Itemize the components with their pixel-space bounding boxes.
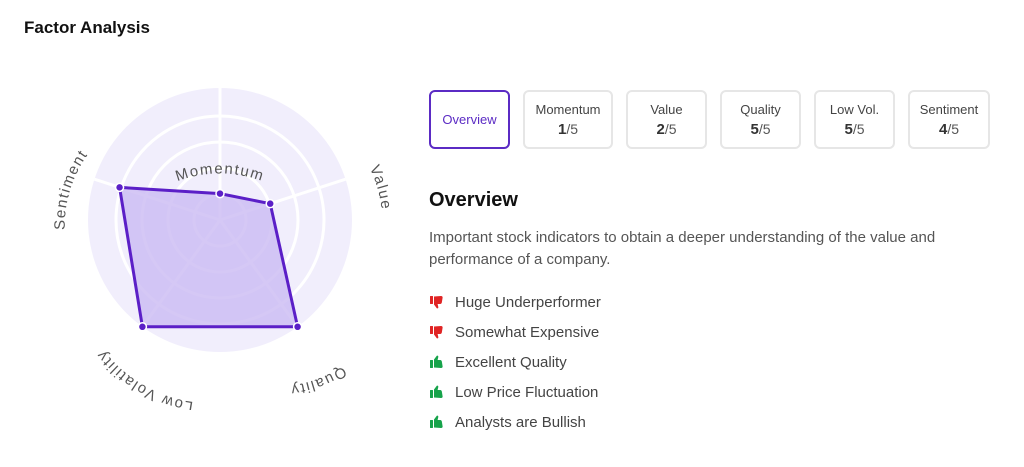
radar-score-area bbox=[118, 185, 300, 329]
tab-label: Low Vol. bbox=[829, 101, 880, 117]
thumbs-up-icon bbox=[430, 385, 443, 398]
tab-momentum[interactable]: Momentum 1/5 bbox=[523, 90, 613, 149]
svg-text:Low Volatility: Low Volatility bbox=[93, 346, 195, 410]
factor-tabs: Overview Momentum 1/5 Value 2/5 Quality … bbox=[429, 90, 990, 149]
tab-value[interactable]: Value 2/5 bbox=[626, 90, 707, 149]
list-item: Huge Underperformer bbox=[429, 287, 601, 317]
svg-text:Value: Value bbox=[366, 162, 395, 211]
svg-text:Sentiment: Sentiment bbox=[52, 146, 92, 230]
section-description: Important stock indicators to obtain a d… bbox=[429, 229, 936, 268]
tab-label: Momentum bbox=[535, 101, 601, 117]
tab-sentiment[interactable]: Sentiment 4/5 bbox=[908, 90, 990, 149]
thumbs-up-icon bbox=[430, 355, 443, 368]
list-item-text: Low Price Fluctuation bbox=[455, 383, 599, 401]
list-item: Excellent Quality bbox=[429, 347, 601, 377]
factor-radar-chart: Momentum Value Sentiment Quality Low Vol… bbox=[52, 88, 395, 410]
tab-score: 1/5 bbox=[557, 120, 579, 138]
radar-point-value bbox=[265, 198, 275, 209]
radar-point-low-volatility bbox=[137, 322, 148, 332]
radar-point-quality bbox=[292, 322, 303, 332]
thumbs-down-icon bbox=[430, 326, 443, 339]
list-item: Low Price Fluctuation bbox=[429, 377, 601, 407]
axis-label-low-volatility: Low Volatility bbox=[93, 346, 193, 410]
tab-label: Value bbox=[650, 101, 683, 117]
axis-label-value: Value bbox=[366, 162, 393, 211]
list-item: Analysts are Bullish bbox=[429, 407, 601, 437]
tab-overview[interactable]: Overview bbox=[429, 90, 510, 149]
radar-point-momentum bbox=[215, 188, 225, 199]
svg-text:Quality: Quality bbox=[289, 363, 350, 399]
tab-score: 5/5 bbox=[844, 120, 865, 138]
tab-label: Sentiment bbox=[919, 101, 979, 117]
tab-low-vol[interactable]: Low Vol. 5/5 bbox=[814, 90, 895, 149]
list-item-text: Excellent Quality bbox=[455, 353, 567, 371]
list-item-text: Analysts are Bullish bbox=[455, 413, 586, 431]
page-title: Factor Analysis bbox=[24, 18, 150, 37]
tab-quality[interactable]: Quality 5/5 bbox=[720, 90, 801, 149]
radar-point-sentiment bbox=[114, 182, 125, 193]
axis-label-sentiment: Sentiment bbox=[52, 146, 90, 230]
section-title: Overview bbox=[429, 189, 518, 211]
tab-score: 2/5 bbox=[656, 120, 677, 138]
list-item-text: Huge Underperformer bbox=[455, 293, 601, 311]
thumbs-down-icon bbox=[430, 296, 443, 309]
tab-score: 4/5 bbox=[938, 120, 960, 138]
radar-points bbox=[114, 182, 303, 332]
list-item: Somewhat Expensive bbox=[429, 317, 601, 347]
tab-label: Quality bbox=[740, 101, 781, 117]
axis-label-quality: Quality bbox=[289, 363, 348, 399]
thumbs-up-icon bbox=[430, 415, 443, 428]
tab-score: 5/5 bbox=[750, 120, 771, 138]
factor-summary-list: Huge Underperformer Somewhat Expensive E… bbox=[429, 287, 601, 437]
list-item-text: Somewhat Expensive bbox=[455, 323, 600, 341]
tab-label: Overview bbox=[442, 112, 497, 127]
